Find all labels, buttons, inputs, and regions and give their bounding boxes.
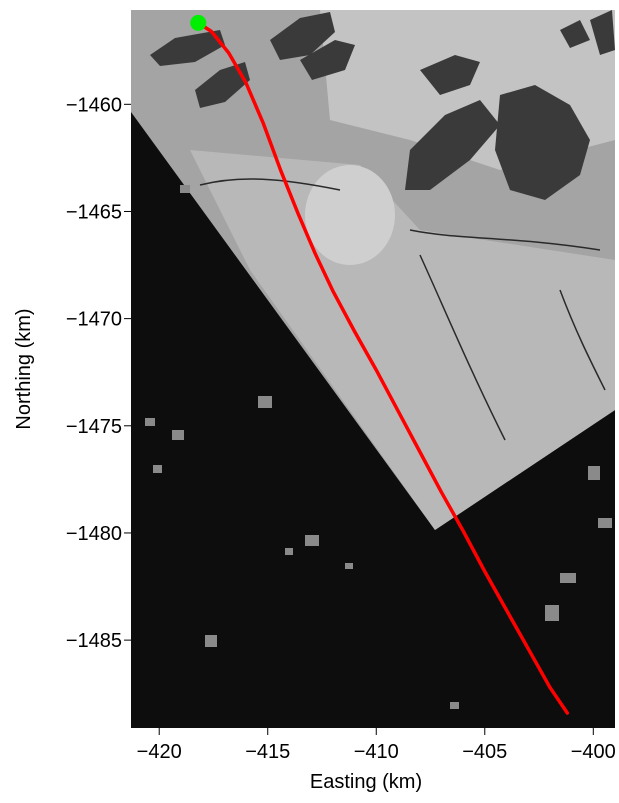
crevasse <box>559 289 606 391</box>
ice-plain-band <box>190 150 615 530</box>
rock-outcrop <box>195 62 250 108</box>
satellite-image <box>131 10 615 728</box>
ice-floe <box>258 396 272 408</box>
ice-floe <box>285 548 293 555</box>
crevasse <box>199 178 341 191</box>
trajectory-line <box>196 21 570 715</box>
x-tick-label: −400 <box>571 741 616 763</box>
y-axis-label: Northing (km) <box>13 308 35 429</box>
rock-outcrop <box>270 12 335 60</box>
ice-floe <box>450 702 459 709</box>
ice-floe <box>345 563 353 569</box>
rock-outcrop <box>420 55 480 95</box>
rock-outcrop <box>590 10 615 55</box>
ice-floe <box>305 535 319 546</box>
rock-outcrop <box>300 40 355 80</box>
ice-floe <box>205 635 217 647</box>
ice-floe <box>560 573 576 583</box>
start-marker <box>190 14 207 31</box>
rock-outcrop <box>560 20 590 48</box>
x-tick-label: −415 <box>245 741 290 763</box>
ice-floe <box>172 430 184 440</box>
ice-floes <box>145 185 612 709</box>
marker-layer <box>190 14 207 31</box>
ice-floe <box>598 518 612 528</box>
ice-floe <box>145 418 155 426</box>
x-axis-label: Easting (km) <box>310 771 422 793</box>
y-axis: −1460 −1465 −1470 −1475 −1480 −1485 <box>66 94 131 652</box>
rock-outcrops <box>150 10 615 200</box>
ice-floe <box>153 465 162 473</box>
series-layer <box>196 21 570 715</box>
ice-floe <box>588 466 600 480</box>
y-tick-label: −1460 <box>66 94 122 116</box>
y-tick-label: −1465 <box>66 201 122 223</box>
y-tick-label: −1470 <box>66 309 122 331</box>
ice-floe <box>180 185 190 193</box>
rock-outcrop <box>150 30 225 66</box>
rock-outcrop <box>405 100 500 190</box>
rough-ice-patch <box>305 165 395 265</box>
y-tick-label: −1475 <box>66 416 122 438</box>
crevasse-lines <box>199 178 606 441</box>
x-tick-label: −410 <box>354 741 399 763</box>
plot-area <box>131 10 615 728</box>
x-axis: −420 −415 −410 −405 −400 <box>137 728 616 763</box>
y-tick-label: −1485 <box>66 630 122 652</box>
x-tick-label: −420 <box>137 741 182 763</box>
x-tick-label: −405 <box>462 741 507 763</box>
crevasse <box>409 229 601 251</box>
y-tick-label: −1480 <box>66 523 122 545</box>
rock-outcrop <box>495 85 590 200</box>
crevasse <box>419 254 506 441</box>
ice-floe <box>545 605 559 621</box>
